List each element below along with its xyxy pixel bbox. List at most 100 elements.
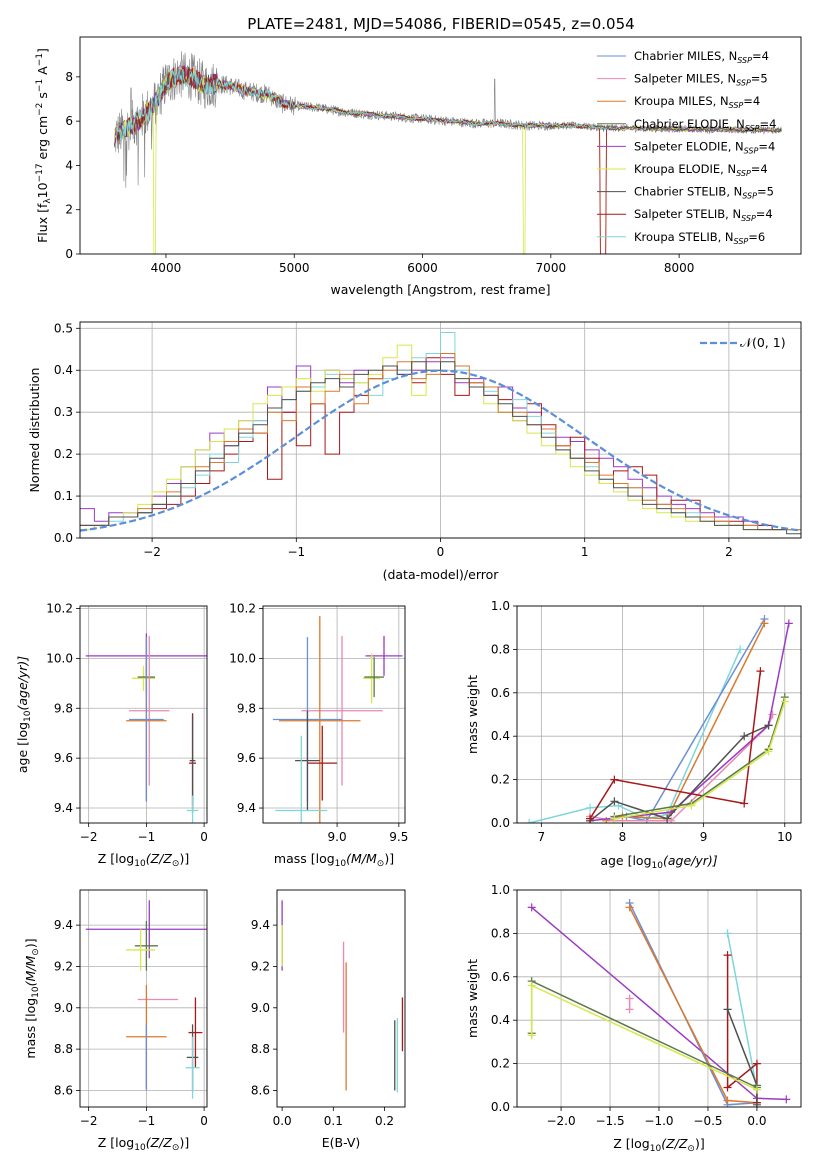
x-tick-label: −1.5 — [595, 1114, 624, 1128]
plot-area-age-vs-mass — [272, 615, 403, 823]
plot-area-residuals — [80, 332, 801, 535]
x-tick-label: 2 — [725, 545, 733, 559]
label-part: A — [35, 66, 50, 79]
legend-entry: Kroupa ELODIE, NSSP=4 — [634, 162, 768, 178]
weight-line-kroupa_elodie — [614, 701, 786, 820]
y-tick-label: 0.2 — [491, 1057, 510, 1071]
label-part: (age/yr)] — [15, 656, 30, 711]
weight-marker-kroupa_elodie — [764, 747, 773, 756]
legend-entry: Salpeter STELIB, NSSP=4 — [634, 207, 773, 223]
y-tick-label: 10.0 — [46, 651, 73, 665]
label-part: SSP — [744, 146, 759, 155]
axes-frame — [516, 605, 802, 824]
weight-marker-chabrier_stelib — [663, 814, 672, 823]
x-tick-label: −1 — [138, 1114, 156, 1128]
x-tick-label: −2.0 — [546, 1114, 575, 1128]
weight-marker-kroupa_stelib — [525, 819, 534, 823]
x-tick-label: 6000 — [407, 261, 438, 275]
x-tick-label: −2 — [143, 545, 161, 559]
label-part: age [log — [600, 853, 651, 868]
y-tick-label: 8.8 — [251, 1042, 270, 1056]
legend-entry: Salpeter MILES, NSSP=5 — [634, 72, 768, 88]
panel-mass-vs-Z: −2 −1 08.68.89.09.29.4Z [log10(Z/Z⊙)]mass … — [23, 889, 208, 1153]
weight-marker-salpeter_miles — [625, 1005, 634, 1014]
label-part: Chabrier ELODIE, N — [634, 117, 745, 131]
label-part: )] — [695, 1136, 705, 1151]
label-part: 10 — [335, 859, 347, 869]
label-part: Kroupa MILES, N — [634, 94, 729, 108]
weight-marker-kroupa_stelib — [736, 645, 745, 654]
y-tick-label: 0.5 — [54, 321, 73, 335]
label-part: Chabrier STELIB, N — [634, 185, 742, 199]
legend-entry: Salpeter ELODIE, NSSP=4 — [634, 139, 775, 155]
label-part: SSP — [742, 192, 757, 201]
label-part: )] — [179, 1135, 189, 1150]
axes-frame — [276, 889, 406, 1108]
label-part: −17 — [35, 163, 45, 182]
plot-area-age-vs-Z — [85, 633, 207, 823]
y-tick-label: 0.1 — [54, 489, 73, 503]
label-part: (Z/Z — [661, 1136, 688, 1151]
label-part: SSP — [736, 79, 751, 88]
label-part: SSP — [737, 56, 752, 65]
y-tick-label: 0.8 — [491, 926, 510, 940]
panel-residuals: −2 −1 0 1 2 0.0 0.1 0.2 0.3 0.4 0.5 𝒩(0, 1) (data-mo… — [27, 321, 802, 582]
axes-frame — [79, 605, 208, 824]
weight-marker-salpeter_elodie — [782, 1095, 791, 1104]
label-part: (age/yr)] — [663, 853, 718, 868]
x-tick-label: 1 — [581, 545, 589, 559]
label-part: 10 — [134, 859, 146, 869]
weight-marker-salpeter_stelib — [756, 667, 765, 676]
label-part: )] — [179, 851, 189, 866]
x-tick-label: 9.5 — [389, 830, 408, 844]
label-part: =4 — [756, 207, 773, 221]
weight-marker-salpeter_stelib — [752, 1059, 761, 1068]
label-part: (Z/Z — [146, 1135, 173, 1150]
label-part: 10 — [134, 1143, 146, 1153]
panel-mass-vs-EBV: 0.0 0.1 0.2 8.6 8.8 9.0 9.2 9.4 E(B-V) — [251, 889, 406, 1150]
label-part: Chabrier MILES, N — [634, 49, 737, 63]
weight-marker-salpeter_stelib — [586, 814, 595, 823]
y-tick-label: 9.0 — [251, 1001, 270, 1015]
x-tick-label: −2 — [80, 830, 98, 844]
label-part: mass [log — [23, 998, 38, 1059]
weight-line-kroupa_stelib — [529, 649, 741, 823]
legend-entry: Kroupa STELIB, NSSP=6 — [634, 230, 765, 246]
x-axis-label: age [log10(age/yr)] — [600, 853, 717, 871]
y-tick-label: 9.2 — [54, 959, 73, 973]
label-part: age [log — [15, 722, 30, 773]
y-tick-label: 8 — [65, 70, 73, 84]
label-part: SSP — [745, 124, 760, 133]
x-tick-label: −0.5 — [693, 1114, 722, 1128]
y-tick-label: 2 — [65, 203, 73, 217]
weight-line-chabrier_elodie — [614, 696, 786, 818]
label-part: (M/M — [23, 956, 38, 987]
y-tick-label: 9.0 — [54, 1001, 73, 1015]
x-axis-label: E(B-V) — [322, 1135, 361, 1150]
gaussian-curve — [80, 369, 801, 532]
y-tick-label: 0.3 — [54, 405, 73, 419]
label-part: Kroupa STELIB, N — [634, 230, 734, 244]
label-part: Z [log — [98, 1135, 134, 1150]
weight-marker-salpeter_elodie — [527, 903, 536, 912]
weight-marker-kroupa_elodie — [752, 1085, 761, 1094]
weight-marker-salpeter_miles — [667, 816, 676, 823]
axes-frame — [79, 321, 802, 539]
weight-marker-chabrier_stelib — [740, 732, 749, 741]
weight-marker-salpeter_stelib — [610, 775, 619, 784]
label-part: ⊙ — [172, 859, 180, 869]
axes-frame — [79, 36, 802, 255]
weight-marker-salpeter_stelib — [723, 951, 732, 960]
y-tick-label: 1.0 — [491, 883, 510, 897]
y-tick-label: 9.2 — [251, 959, 270, 973]
x-tick-label: 0 — [200, 1114, 208, 1128]
axes-frame — [79, 889, 208, 1108]
label-part: =5 — [751, 72, 768, 86]
model-line-kroupa_stelib — [114, 68, 609, 148]
weight-marker-kroupa_elodie — [527, 981, 536, 990]
label-part: Salpeter MILES, N — [634, 72, 736, 86]
y-tick-label: 0.4 — [491, 1013, 510, 1027]
y-tick-label: 4 — [65, 158, 73, 172]
